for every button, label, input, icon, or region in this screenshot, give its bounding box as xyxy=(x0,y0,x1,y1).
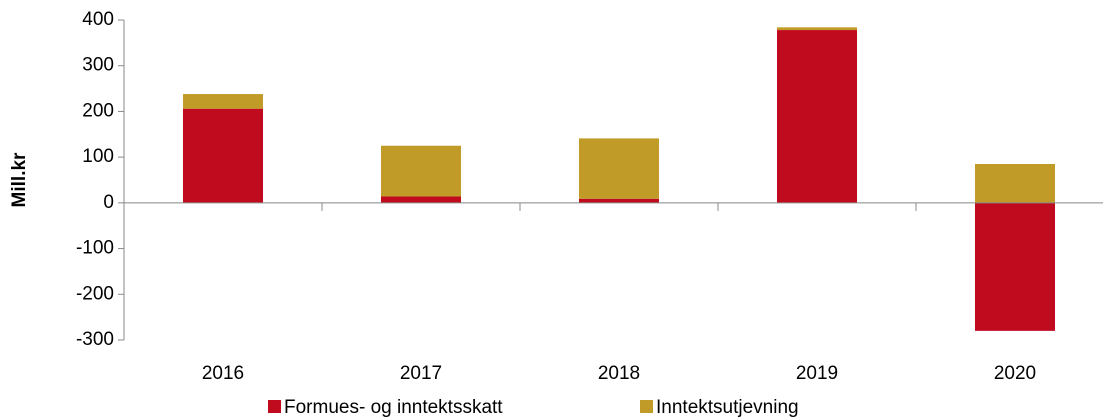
y-tick-label: -100 xyxy=(76,238,114,259)
bar-segment xyxy=(183,94,263,109)
y-tick-label: 200 xyxy=(82,100,114,121)
bar-segment xyxy=(975,164,1055,203)
x-tick-label: 2016 xyxy=(202,363,244,384)
x-tick-label: 2019 xyxy=(796,363,838,384)
bar-segment xyxy=(777,27,857,31)
bar-segment xyxy=(381,196,461,203)
y-tick-label: 100 xyxy=(82,146,114,167)
bar-segment xyxy=(975,202,1055,331)
x-tick-label: 2017 xyxy=(400,363,442,384)
y-tick-label: 400 xyxy=(82,9,114,30)
legend-label: Inntektsutjevning xyxy=(656,397,799,418)
bar-segment xyxy=(777,30,857,203)
y-tick-label: -300 xyxy=(76,329,114,350)
legend-swatch xyxy=(268,400,281,413)
bar-segment xyxy=(381,145,461,197)
legend-swatch xyxy=(640,400,653,413)
x-tick-label: 2018 xyxy=(598,363,640,384)
y-tick-label: 300 xyxy=(82,55,114,76)
bar-segment xyxy=(183,108,263,203)
x-tick-label: 2020 xyxy=(994,363,1036,384)
bar-segment xyxy=(579,198,659,203)
y-tick-label: 0 xyxy=(103,192,114,213)
y-axis-label: Mill.kr xyxy=(9,152,30,208)
legend-label: Formues- og inntektsskatt xyxy=(284,397,503,418)
bar-segment xyxy=(579,138,659,199)
y-tick-label: -200 xyxy=(76,283,114,304)
